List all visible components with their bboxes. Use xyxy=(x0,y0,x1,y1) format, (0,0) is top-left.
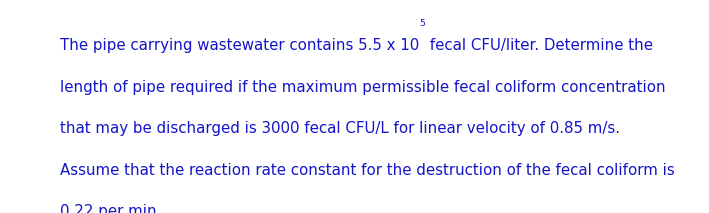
Text: Assume that the reaction rate constant for the destruction of the fecal coliform: Assume that the reaction rate constant f… xyxy=(60,163,675,178)
Text: 0.22 per min.: 0.22 per min. xyxy=(60,204,162,213)
Text: The pipe carrying wastewater contains 5.5 x 10: The pipe carrying wastewater contains 5.… xyxy=(60,38,420,53)
Text: length of pipe required if the maximum permissible fecal coliform concentration: length of pipe required if the maximum p… xyxy=(60,80,666,95)
Text: 5: 5 xyxy=(420,19,425,28)
Text: that may be discharged is 3000 fecal CFU/L for linear velocity of 0.85 m/s.: that may be discharged is 3000 fecal CFU… xyxy=(60,121,620,136)
Text: fecal CFU/liter. Determine the: fecal CFU/liter. Determine the xyxy=(425,38,653,53)
